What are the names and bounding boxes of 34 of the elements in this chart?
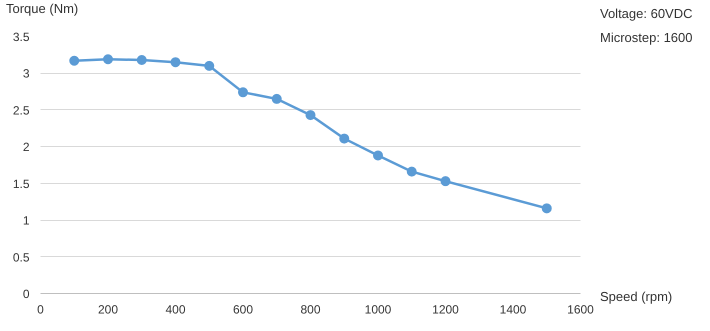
y-tick-label: 0.5 <box>12 250 30 264</box>
x-tick-label: 1000 <box>364 302 392 316</box>
x-tick-label: 400 <box>165 302 186 316</box>
point <box>69 56 80 66</box>
point <box>373 150 383 160</box>
point <box>306 110 316 120</box>
y-tick-label: 2 <box>22 140 30 154</box>
point <box>170 57 180 68</box>
x-tick-label: 1600 <box>567 302 594 316</box>
point <box>103 54 113 64</box>
x-tick-label: 1400 <box>500 302 527 316</box>
point <box>238 87 248 98</box>
x-tick-label: 800 <box>300 302 321 316</box>
y-axis-title: Torque (Nm) <box>6 0 78 18</box>
point <box>440 176 450 186</box>
y-tick-label: 0 <box>22 287 30 301</box>
point <box>542 203 552 214</box>
y-tick-label: 3.5 <box>12 30 30 44</box>
point <box>272 94 282 104</box>
y-tick-label: 3 <box>22 66 30 81</box>
x-tick-label: 600 <box>232 302 254 316</box>
point <box>204 60 214 71</box>
x-tick-label: 200 <box>98 302 118 316</box>
x-axis-title: Speed (rpm) <box>600 288 672 306</box>
y-tick-label: 1 <box>22 214 30 228</box>
text: Voltage: 60VDC <box>600 6 693 21</box>
point <box>339 134 350 144</box>
point <box>136 55 147 65</box>
x-tick-label: 1200 <box>432 302 460 316</box>
x-tick-label: 0 <box>37 302 44 316</box>
y-tick-label: 2.5 <box>12 103 30 118</box>
y-tick-label: 1.5 <box>12 176 30 191</box>
text: Microstep: 1600 <box>600 30 692 45</box>
point <box>406 166 417 177</box>
